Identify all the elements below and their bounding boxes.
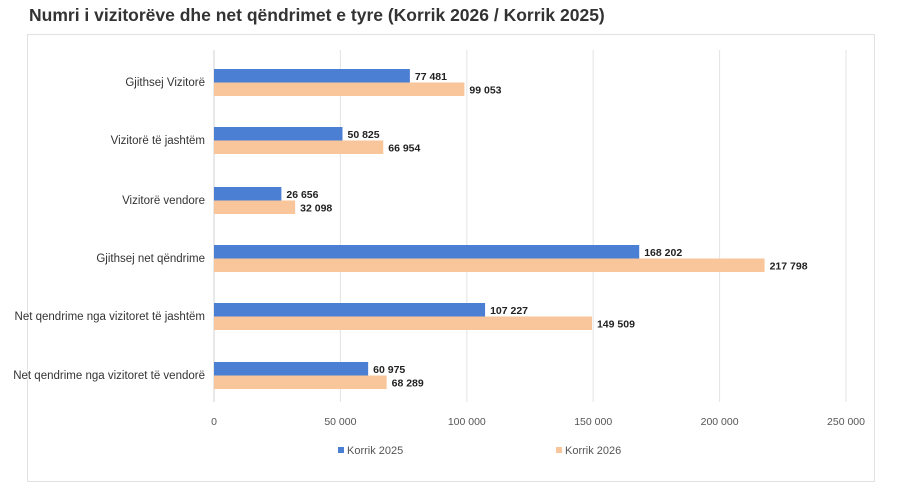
- data-label: 60 975: [373, 364, 405, 376]
- bar: [214, 245, 640, 259]
- bar: [214, 127, 343, 141]
- category-label: Vizitorë të jashtëm: [111, 135, 205, 147]
- legend-label: Korrik 2025: [347, 445, 403, 457]
- data-label: 99 053: [469, 85, 501, 97]
- category-label: Net qendrime nga vizitoret të vendorë: [13, 370, 205, 382]
- x-tick-label: 100 000: [448, 416, 486, 428]
- data-label: 217 798: [770, 261, 808, 273]
- data-label: 77 481: [415, 71, 447, 83]
- bar: [214, 187, 282, 201]
- x-tick-label: 0: [211, 416, 217, 428]
- data-label: 32 098: [300, 203, 332, 215]
- bar: [214, 200, 296, 214]
- bar: [214, 375, 387, 389]
- data-label: 50 825: [347, 129, 379, 141]
- legend-label: Korrik 2026: [565, 445, 621, 457]
- bar: [214, 303, 486, 317]
- bar: [214, 140, 384, 154]
- x-tick-label: 150 000: [574, 416, 612, 428]
- category-label: Vizitorë vendore: [122, 195, 205, 207]
- x-tick-label: 250 000: [827, 416, 865, 428]
- data-label: 107 227: [490, 305, 528, 317]
- bar: [214, 69, 410, 83]
- bar: [214, 362, 369, 376]
- category-label: Net qendrime nga vizitoret të jashtëm: [15, 311, 205, 323]
- bar: [214, 258, 765, 272]
- category-label: Gjithsej Vizitorë: [125, 77, 205, 89]
- x-tick-label: 50 000: [324, 416, 356, 428]
- data-label: 168 202: [644, 247, 682, 259]
- category-label: Gjithsej net qëndrime: [96, 253, 205, 265]
- x-tick-label: 200 000: [701, 416, 739, 428]
- bar: [214, 82, 465, 96]
- legend-swatch: [556, 447, 562, 453]
- bar: [214, 316, 592, 330]
- data-label: 68 289: [392, 378, 424, 390]
- data-label: 149 509: [597, 319, 635, 331]
- data-label: 66 954: [388, 143, 420, 155]
- data-label: 26 656: [286, 189, 318, 201]
- legend-swatch: [338, 447, 344, 453]
- page-title: Numri i vizitorëve dhe net qëndrimet e t…: [29, 5, 605, 25]
